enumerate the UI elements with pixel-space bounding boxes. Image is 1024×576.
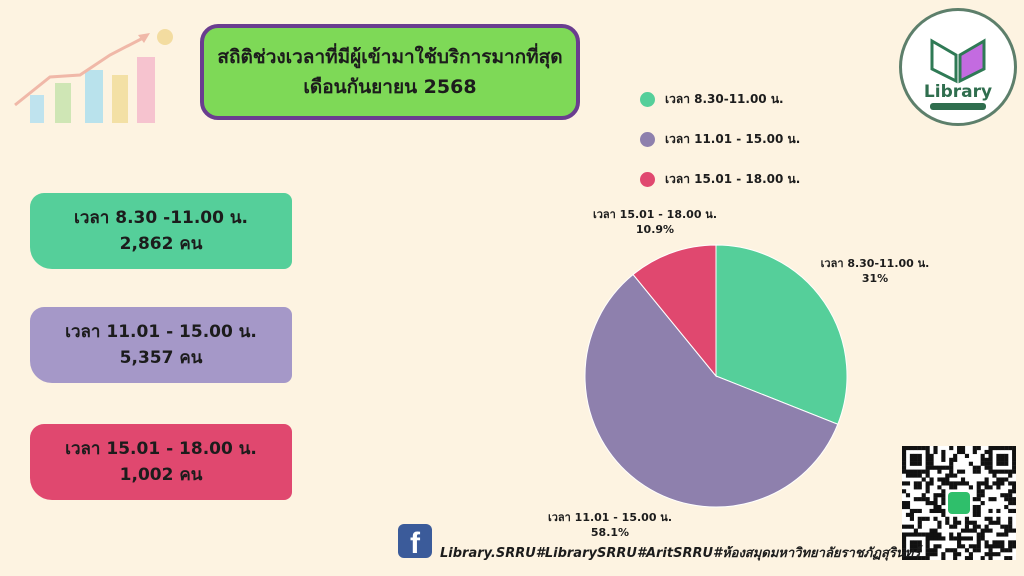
- legend-item: เวลา 8.30-11.00 น.: [640, 90, 784, 109]
- logo-text: Library: [924, 82, 992, 102]
- pie-label-value: 10.9%: [635, 223, 675, 236]
- legend-label: เวลา 11.01 - 15.00 น.: [665, 132, 801, 146]
- pie-chart: [584, 244, 848, 508]
- pie-label-morning: เวลา 8.30-11.00 น. 31%: [810, 256, 940, 286]
- qr-code-icon: [902, 446, 1017, 561]
- pie-slice-0: [715, 244, 848, 425]
- pie-label-value: 58.1%: [590, 526, 630, 539]
- library-logo: Library: [899, 8, 1017, 126]
- stat-count: 2,862 คน: [119, 234, 203, 254]
- growth-chart-illustration-icon: [14, 29, 173, 123]
- legend-item: เวลา 11.01 - 15.00 น.: [640, 130, 800, 149]
- legend-swatch: [640, 92, 655, 107]
- stat-count: 1,002 คน: [119, 465, 203, 485]
- pie-label-evening: เวลา 15.01 - 18.00 น. 10.9%: [590, 207, 720, 237]
- stat-count: 5,357 คน: [119, 348, 203, 368]
- stat-label: เวลา 15.01 - 18.00 น.: [65, 439, 257, 459]
- page-title: สถิติช่วงเวลาที่มีผู้เข้ามาใช้บริการมากท…: [200, 24, 580, 120]
- pie-label-name: เวลา 15.01 - 18.00 น.: [592, 208, 718, 221]
- legend-swatch: [640, 132, 655, 147]
- pie-label-name: เวลา 8.30-11.00 น.: [820, 257, 930, 270]
- book-icon: Library: [924, 38, 992, 110]
- pie-label-midday: เวลา 11.01 - 15.00 น. 58.1%: [540, 510, 680, 540]
- footer-hashtags: Library.SRRU#LibrarySRRU#AritSRRU#ห้องสม…: [440, 546, 921, 561]
- stat-card-evening: เวลา 15.01 - 18.00 น. 1,002 คน: [30, 424, 292, 500]
- pie-label-value: 31%: [861, 272, 889, 285]
- legend-item: เวลา 15.01 - 18.00 น.: [640, 170, 800, 189]
- stat-label: เวลา 11.01 - 15.00 น.: [65, 322, 257, 342]
- facebook-icon[interactable]: f: [398, 524, 432, 560]
- legend-swatch: [640, 172, 655, 187]
- title-line-1: สถิติช่วงเวลาที่มีผู้เข้ามาใช้บริการมากท…: [217, 46, 563, 68]
- legend-label: เวลา 8.30-11.00 น.: [665, 92, 784, 106]
- qr-code: [902, 446, 1017, 561]
- stat-label: เวลา 8.30 -11.00 น.: [74, 208, 248, 228]
- stat-card-midday: เวลา 11.01 - 15.00 น. 5,357 คน: [30, 307, 292, 383]
- pie-slice-1: [584, 273, 839, 508]
- pie-label-name: เวลา 11.01 - 15.00 น.: [547, 511, 673, 524]
- pie-slice-2: [632, 244, 717, 378]
- title-line-2: เดือนกันยายน 2568: [303, 76, 477, 98]
- legend-label: เวลา 15.01 - 18.00 น.: [665, 172, 801, 186]
- stat-card-morning: เวลา 8.30 -11.00 น. 2,862 คน: [30, 193, 292, 269]
